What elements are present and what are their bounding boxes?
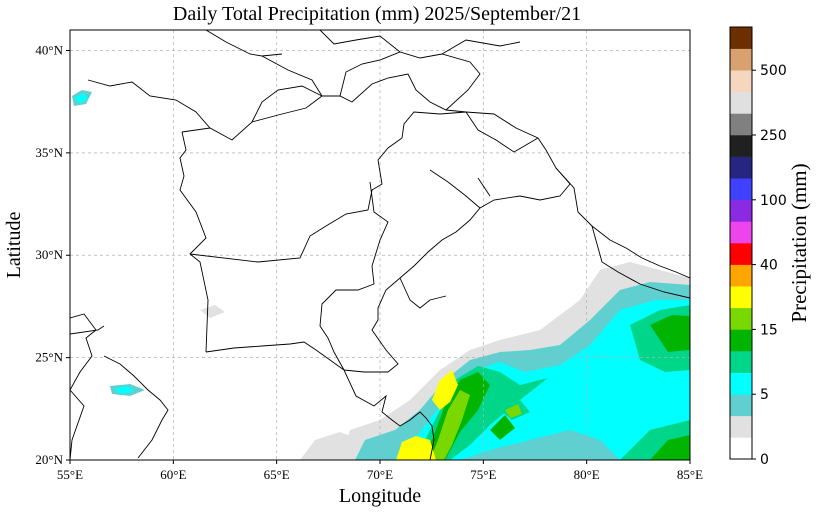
- precip-area-lime: [505, 404, 522, 418]
- border-nepal: [591, 225, 690, 299]
- border-india-internal: [319, 169, 491, 371]
- colorbar-swatch: [730, 48, 752, 71]
- colorbar: [730, 27, 752, 460]
- colorbar-swatch: [730, 329, 752, 352]
- precip-area-green: [650, 435, 690, 460]
- precip-area-yellow: [432, 370, 458, 410]
- colorbar-swatch: [730, 91, 752, 114]
- colorbar-swatch: [730, 394, 752, 417]
- country-borders: [70, 30, 690, 460]
- precip-area-cyan: [560, 400, 600, 420]
- colorbar-swatch: [730, 351, 752, 373]
- precip-area-light: [300, 432, 360, 460]
- coastline-oman: [103, 355, 169, 459]
- coastline-arabia: [70, 313, 105, 460]
- colorbar-swatch: [730, 135, 752, 157]
- colorbar-swatch: [730, 156, 752, 179]
- colorbar-swatch: [730, 70, 752, 93]
- colorbar-swatch: [730, 437, 752, 460]
- x-axis-label: Longitude: [339, 485, 421, 507]
- colorbar-swatch: [730, 372, 752, 395]
- map-title: Daily Total Precipitation (mm) 2025/Sept…: [173, 3, 581, 25]
- x-tick-label: 80°E: [574, 467, 600, 482]
- x-axis-ticks: 55°E 60°E 65°E 70°E 75°E 80°E 85°E: [57, 460, 703, 482]
- x-tick-label: 85°E: [677, 467, 703, 482]
- colorbar-swatch: [730, 221, 752, 244]
- precip-area-light: [200, 305, 225, 318]
- border-afghanistan-north: [181, 73, 467, 141]
- border-india-china: [465, 111, 690, 279]
- border-pakistan-india: [343, 137, 571, 373]
- colorbar-tick-label: 100: [760, 193, 787, 209]
- colorbar-ticks: 0 5 15 40 100 250 500: [752, 63, 787, 468]
- y-tick-label: 25°N: [35, 350, 63, 365]
- precip-area-yellow: [396, 436, 436, 460]
- precip-area-cyan: [74, 93, 88, 104]
- border-kazakhstan: [205, 30, 521, 57]
- colorbar-label: Precipitation (mm): [787, 163, 811, 322]
- colorbar-swatch: [730, 178, 752, 201]
- colorbar-tick-label: 15: [760, 322, 778, 338]
- colorbar-swatch: [730, 113, 752, 136]
- y-tick-label: 35°N: [35, 145, 63, 160]
- precip-area-green: [490, 415, 515, 440]
- colorbar-tick-label: 0: [760, 452, 769, 468]
- colorbar-frame: [729, 26, 753, 460]
- colorbar-swatch: [730, 415, 752, 438]
- graticule: [70, 30, 690, 460]
- x-tick-label: 75°E: [470, 467, 496, 482]
- x-tick-label: 60°E: [160, 467, 186, 482]
- colorbar-tick-label: 500: [760, 63, 787, 79]
- colorbar-swatch: [730, 286, 752, 309]
- x-tick-label: 55°E: [57, 467, 83, 482]
- colorbar-swatch: [730, 199, 752, 222]
- y-tick-label: 40°N: [35, 42, 63, 57]
- colorbar-tick-label: 5: [760, 387, 769, 403]
- border-central-asia: [87, 51, 481, 129]
- colorbar-tick-label: 40: [760, 258, 778, 274]
- precip-area-cyan: [114, 386, 134, 394]
- y-axis-label: Latitude: [3, 212, 25, 279]
- colorbar-swatch: [730, 27, 752, 49]
- border-pakistan-iran: [205, 341, 345, 371]
- colorbar-swatch: [730, 243, 752, 265]
- colorbar-tick-label: 250: [760, 128, 787, 144]
- coastline-india-west: [343, 369, 435, 460]
- y-tick-label: 20°N: [35, 452, 63, 467]
- x-tick-label: 70°E: [367, 467, 393, 482]
- y-tick-label: 30°N: [35, 247, 63, 262]
- colorbar-swatch: [730, 264, 752, 287]
- x-tick-label: 65°E: [264, 467, 290, 482]
- colorbar-swatch: [730, 307, 752, 330]
- precip-area-lime: [430, 390, 470, 460]
- border-iran-afghanistan: [179, 131, 209, 353]
- precipitation-field: [72, 90, 690, 460]
- precip-area-green: [650, 315, 690, 352]
- y-axis-ticks: 20°N 25°N 30°N 35°N 40°N: [35, 42, 70, 467]
